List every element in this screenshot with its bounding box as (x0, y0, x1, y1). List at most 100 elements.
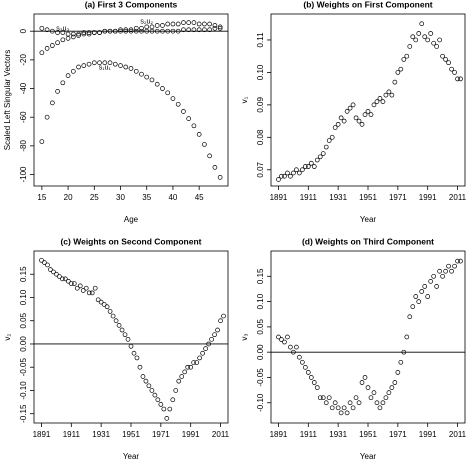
point (353, 115, 359, 121)
x-axis-label: Year (360, 215, 377, 224)
point (125, 336, 131, 342)
point (139, 28, 144, 34)
point (314, 385, 320, 390)
point (362, 375, 368, 380)
series-label: s₂u₂ (140, 19, 153, 26)
point (449, 268, 454, 274)
point (314, 157, 320, 163)
point (221, 313, 226, 319)
point (101, 302, 107, 307)
point (186, 20, 192, 25)
x-tick-label: 1911 (300, 430, 318, 439)
point (434, 284, 439, 289)
point (371, 102, 377, 108)
point (155, 397, 161, 403)
point (341, 118, 347, 124)
point (181, 27, 186, 33)
point (452, 263, 457, 269)
point (175, 21, 181, 27)
y-tick-label: 0.15 (256, 268, 265, 284)
y-axis-label: v₁ (240, 96, 249, 103)
point (356, 400, 362, 406)
point (317, 154, 323, 160)
point (165, 28, 171, 34)
point (305, 164, 311, 169)
y-tick-label: 0.09 (256, 97, 265, 113)
y-tick-label: -20 (19, 54, 28, 66)
point (154, 28, 160, 34)
point (302, 164, 308, 169)
point (215, 327, 220, 333)
point (167, 406, 173, 412)
point (86, 290, 92, 296)
x-tick-label: 1891 (270, 193, 288, 202)
point (81, 31, 87, 37)
point (149, 77, 155, 83)
point (133, 68, 139, 74)
point (383, 395, 389, 401)
point (207, 153, 212, 159)
point (350, 102, 356, 108)
point (212, 25, 218, 31)
point (380, 400, 386, 406)
point (185, 364, 191, 370)
point (160, 28, 165, 34)
point (276, 177, 281, 182)
y-tick-label: 0.15 (19, 266, 28, 282)
point (347, 105, 353, 111)
point (194, 360, 200, 365)
x-tick-label: 1911 (300, 193, 318, 202)
point (54, 271, 59, 277)
point (128, 343, 134, 349)
x-tick-label: 1951 (359, 193, 377, 202)
point (113, 318, 119, 324)
point (455, 258, 460, 264)
point (131, 350, 137, 356)
point (181, 109, 186, 114)
point (308, 375, 314, 380)
point (332, 125, 338, 130)
point (359, 380, 365, 385)
point (207, 27, 212, 33)
point (368, 112, 374, 117)
x-tick-label: 2011 (449, 430, 467, 439)
point (386, 89, 392, 95)
point (410, 304, 416, 309)
point (395, 370, 401, 375)
point (323, 400, 329, 406)
point (455, 76, 460, 82)
panel-title: (b) Weights on First Component (303, 0, 432, 9)
point (299, 167, 305, 173)
point (133, 25, 139, 31)
point (383, 92, 389, 98)
point (308, 160, 314, 166)
point (288, 344, 293, 350)
point (140, 374, 146, 379)
point (65, 73, 71, 78)
x-tick-label: 1991 (419, 430, 437, 439)
point (154, 23, 160, 28)
y-tick-label: 0.07 (256, 161, 265, 177)
point (149, 388, 155, 393)
point (65, 31, 71, 37)
point (144, 74, 150, 80)
point (65, 36, 71, 41)
y-tick-label: 0.00 (256, 344, 265, 360)
y-tick-label: 0.00 (19, 336, 28, 352)
point (186, 116, 192, 121)
point (161, 406, 167, 412)
y-tick-label: -0.05 (256, 368, 265, 387)
point (200, 350, 205, 356)
point (196, 27, 202, 33)
point (176, 378, 182, 384)
point (282, 339, 287, 345)
point (76, 31, 81, 37)
point (182, 369, 188, 375)
point (341, 405, 347, 411)
point (446, 60, 451, 66)
point (353, 395, 359, 401)
x-tick-label: 1891 (33, 430, 51, 439)
point (144, 28, 150, 34)
point (440, 273, 445, 279)
point (50, 43, 55, 48)
